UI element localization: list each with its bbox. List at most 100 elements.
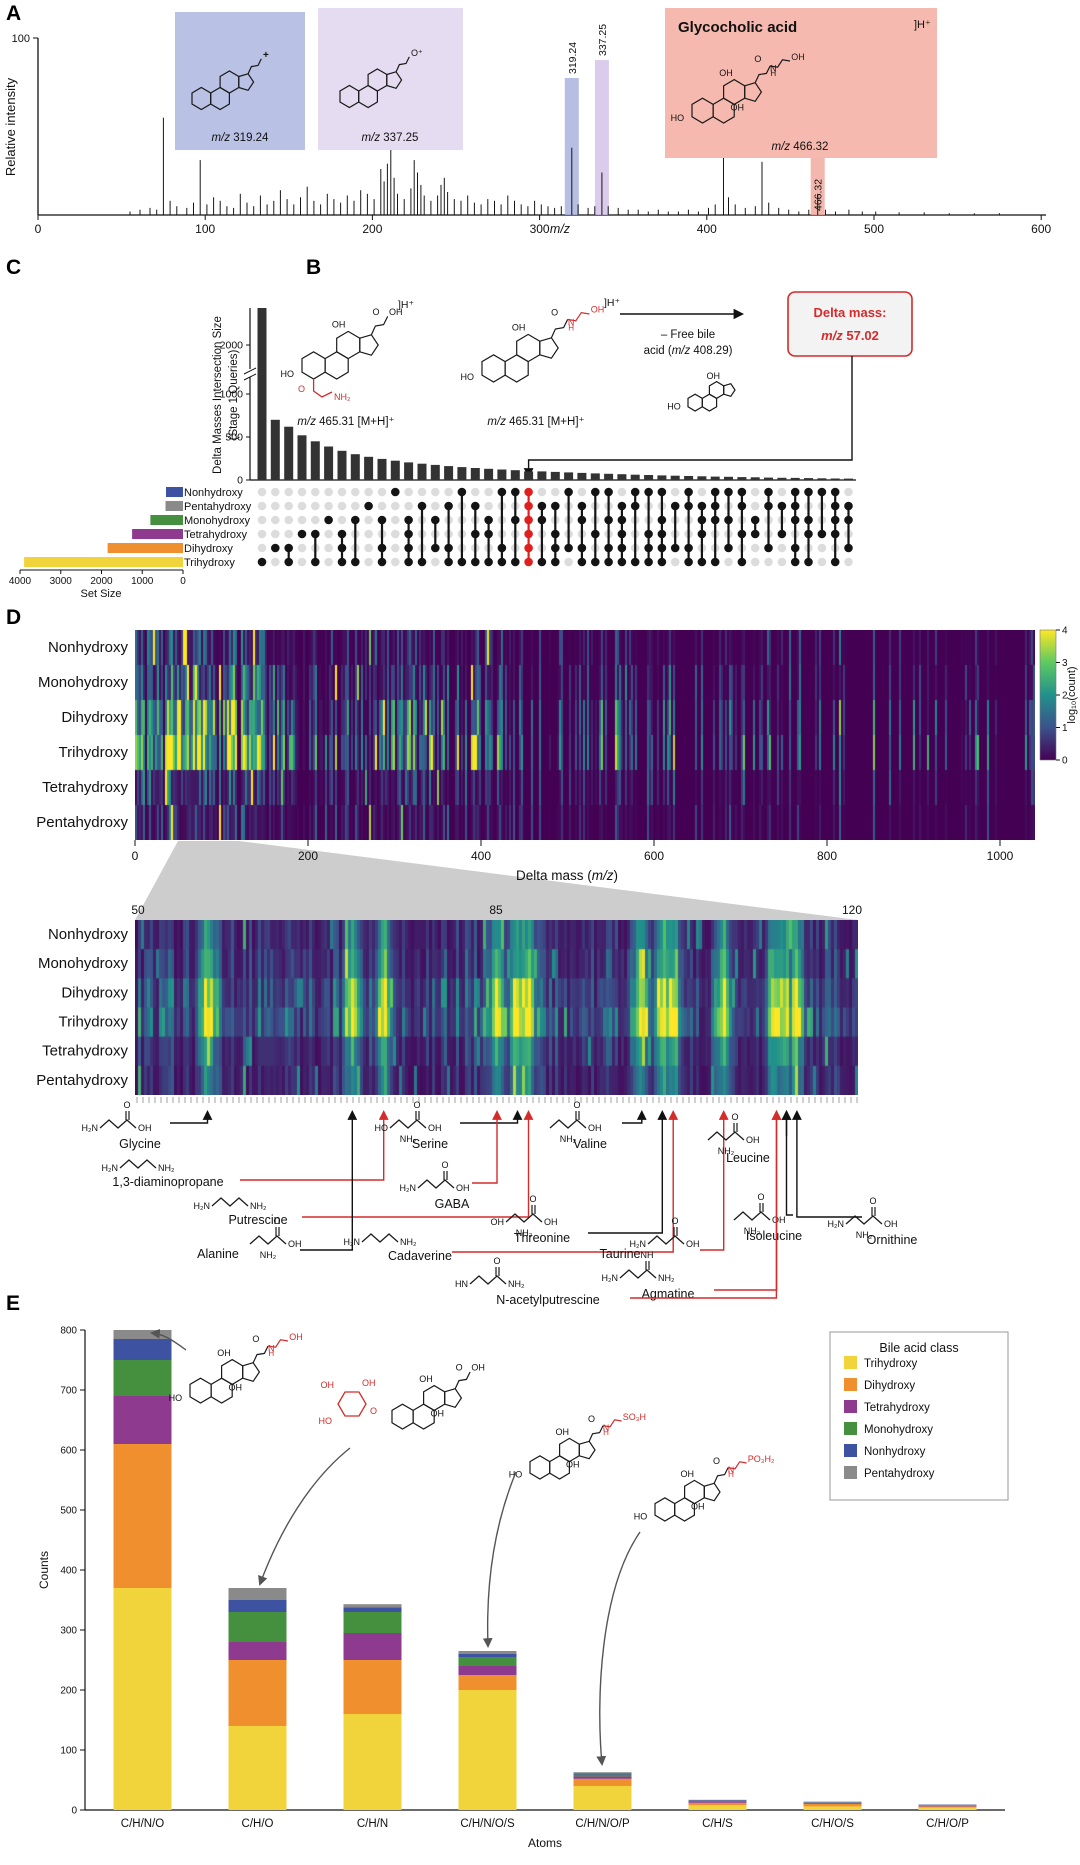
bar-c-h-n-o-p-pentahydroxy <box>573 1772 632 1774</box>
set-label-nonhydroxy: Nonhydroxy <box>184 487 243 499</box>
svg-text:HO: HO <box>671 113 685 123</box>
category-c-h-n-o-s: C/H/N/O/S <box>460 1818 515 1830</box>
zoom-row-label-pentahydroxy: Pentahydroxy <box>36 1072 128 1089</box>
bar-c-h-n-monohydroxy <box>343 1612 402 1633</box>
svg-text:HO: HO <box>667 402 681 412</box>
svg-text:0: 0 <box>237 475 243 487</box>
zoom-row-label-dihydroxy: Dihydroxy <box>61 984 128 1001</box>
inset-structure-319: + m/z 319.24 <box>175 12 305 150</box>
arrow-1-3-diaminopropane <box>240 1110 389 1181</box>
svg-text:OH: OH <box>332 319 346 329</box>
svg-text:200: 200 <box>362 222 382 236</box>
set-size-bar-tetrahydroxy <box>132 529 183 539</box>
svg-text:OH: OH <box>691 1501 705 1511</box>
svg-text:H₂N: H₂N <box>344 1237 361 1247</box>
stacked-bars <box>113 1330 977 1810</box>
heatmap-main-x-axis: 0 200 400 600 800 1000 Delta mass (m/z) <box>132 840 1014 883</box>
bar-c-h-o-p-dihydroxy <box>918 1806 977 1808</box>
svg-text:NH₂: NH₂ <box>516 1228 533 1238</box>
zoom-row-label-tetrahydroxy: Tetrahydroxy <box>42 1043 128 1060</box>
compound-taurine: O H₂N OH Taurine <box>600 1110 729 1261</box>
svg-text:OH: OH <box>681 1469 695 1479</box>
panel-a-label: A <box>6 2 22 25</box>
svg-text:OH: OH <box>430 1409 444 1419</box>
peak-label-337.25: 337.25 <box>597 24 609 56</box>
bar-c-h-o-trihydroxy <box>228 1726 287 1810</box>
svg-text:OH: OH <box>217 1348 231 1358</box>
svg-text:H₂N: H₂N <box>828 1219 845 1229</box>
panel-c-label: C <box>6 256 22 279</box>
svg-text:H₂N: H₂N <box>102 1163 119 1173</box>
bar-c-h-o-s-monohydroxy <box>803 1802 862 1804</box>
bar-c-h-s-dihydroxy <box>688 1802 747 1806</box>
row-label-tetrahydroxy: Tetrahydroxy <box>42 779 128 796</box>
bar-c-h-n-o-p-dihydroxy <box>573 1778 632 1786</box>
bar-c-h-n-o-tetrahydroxy <box>113 1396 172 1444</box>
compound-name-n-acetylputrescine: N-acetylputrescine <box>496 1293 600 1307</box>
arrow-putrescine <box>302 1110 534 1218</box>
heatmap-zoom-row-labels: Nonhydroxy Monohydroxy Dihydroxy Trihydroxy… <box>36 926 128 1089</box>
category-c-h-o-s: C/H/O/S <box>811 1818 854 1830</box>
svg-text:OH: OH <box>706 371 720 381</box>
compound-name-ornithine: Ornithine <box>867 1233 918 1247</box>
svg-text:OH: OH <box>566 1459 580 1469</box>
svg-text:OH: OH <box>288 1239 302 1249</box>
category-c-h-o-p: C/H/O/P <box>926 1818 969 1830</box>
svg-text:acid (m/z 408.29): acid (m/z 408.29) <box>644 345 733 357</box>
steroid-skele-b1: HO OH OH O <box>280 307 403 380</box>
svg-text:OH: OH <box>591 305 605 315</box>
zoom-row-label-nonhydroxy: Nonhydroxy <box>48 926 129 943</box>
caption-465-2: m/z 465.31 [M+H]⁺ <box>487 416 584 428</box>
svg-text:50: 50 <box>131 903 145 917</box>
svg-text:H₂N: H₂N <box>400 1183 417 1193</box>
zoom-row-label-trihydroxy: Trihydroxy <box>59 1014 129 1031</box>
highlight-strips: 319.24 337.25 466.32 <box>564 24 825 215</box>
svg-text:3: 3 <box>1062 658 1068 669</box>
steroid-skele-337: O⁺ <box>339 48 423 109</box>
upset-matrix <box>257 487 853 567</box>
svg-text:NH: NH <box>641 1250 654 1260</box>
svg-text:O: O <box>441 1160 448 1170</box>
set-size-bar-dihydroxy <box>107 543 183 553</box>
bar-c-h-s-tetrahydroxy <box>688 1801 747 1803</box>
legend-entry-pentahydroxy: Pentahydroxy <box>864 1468 935 1480</box>
set-label-trihydroxy: Trihydroxy <box>184 557 235 569</box>
compound-cadaverine: H₂N NH₂ Cadaverine <box>344 1110 679 1263</box>
svg-text:H₂N: H₂N <box>82 1123 99 1133</box>
svg-text:OH: OH <box>138 1123 152 1133</box>
heatmap-zoom-x-ticks: 50 85 120 <box>131 903 862 917</box>
svg-text:3000: 3000 <box>50 576 73 587</box>
bile-acid-class-legend: Bile acid class Trihydroxy Dihydroxy Tetrah… <box>829 1331 1009 1501</box>
compound-name-agmatine: Agmatine <box>642 1287 695 1301</box>
bar-c-h-n-trihydroxy <box>343 1714 402 1810</box>
peak-label-319.24: 319.24 <box>567 42 579 74</box>
panel-a-mass-spectrum: 100 Relative intensity 0 100 200 300 400 500 600… <box>3 8 1052 236</box>
svg-text:500: 500 <box>864 222 884 236</box>
set-label-tetrahydroxy: Tetrahydroxy <box>184 529 247 541</box>
svg-text:m/z 57.02: m/z 57.02 <box>821 328 879 343</box>
svg-text:OH: OH <box>362 1378 376 1388</box>
bar-c-h-s-monohydroxy <box>688 1801 747 1802</box>
arrow-threonine <box>588 1110 668 1234</box>
bar-c-h-n-o-nonhydroxy <box>113 1339 172 1360</box>
bar-c-h-o-s-nonhydroxy <box>803 1802 862 1803</box>
set-size-bar-trihydroxy <box>24 557 183 567</box>
svg-text:OH: OH <box>228 1383 242 1393</box>
svg-text:O: O <box>754 54 761 64</box>
svg-text:OH: OH <box>746 1135 760 1145</box>
inset-structure-337: O⁺ m/z 337.25 <box>318 8 463 150</box>
bar-c-h-n-o-s-trihydroxy <box>458 1690 517 1810</box>
svg-text:O: O <box>123 1100 130 1110</box>
svg-text:500: 500 <box>225 432 243 444</box>
svg-text:O: O <box>456 1363 463 1373</box>
panel-e-label: E <box>6 1292 21 1315</box>
svg-text:N: N <box>268 1344 275 1354</box>
arrow-isoleucine <box>781 1110 793 1216</box>
compound-glycine: O H₂N OH Glycine <box>82 1100 213 1151</box>
category-c-h-n-o-p: C/H/N/O/P <box>575 1818 630 1830</box>
compound-name-gaba: GABA <box>435 1197 470 1211</box>
svg-text:0: 0 <box>35 222 42 236</box>
